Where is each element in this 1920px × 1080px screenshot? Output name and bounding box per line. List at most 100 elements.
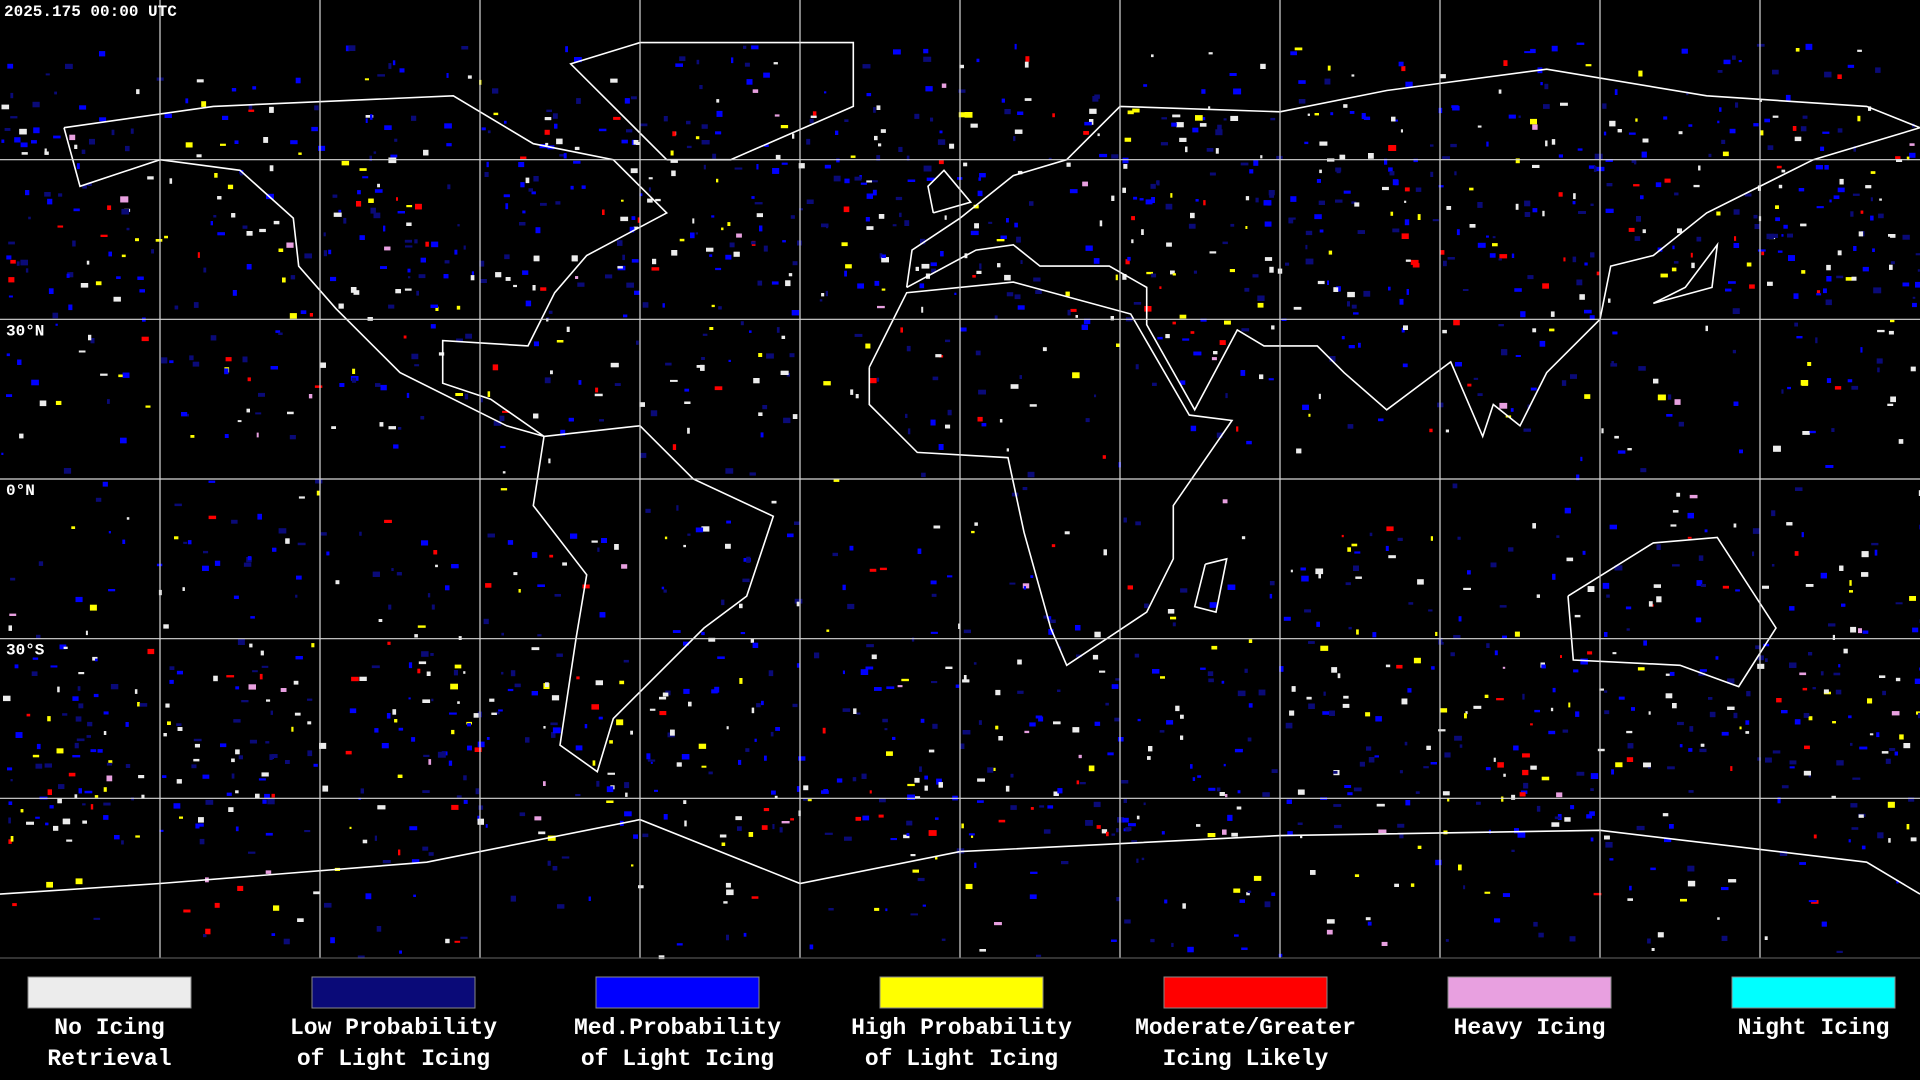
icing-pixel xyxy=(1009,582,1016,585)
icing-pixel xyxy=(58,784,65,789)
icing-pixel xyxy=(35,763,43,769)
icing-pixel xyxy=(100,234,108,237)
icing-pixel xyxy=(1061,861,1069,865)
icing-pixel xyxy=(451,729,455,735)
icing-pixel xyxy=(487,391,491,397)
icing-pixel xyxy=(1156,180,1160,186)
icing-pixel xyxy=(708,771,713,775)
icing-pixel xyxy=(958,623,961,629)
icing-pixel xyxy=(556,340,564,343)
icing-pixel xyxy=(21,152,28,155)
icing-pixel xyxy=(1719,107,1722,112)
icing-pixel xyxy=(94,795,99,798)
icing-pixel xyxy=(1520,311,1526,318)
icing-pixel xyxy=(1084,121,1092,126)
icing-pixel xyxy=(1167,609,1175,614)
icing-pixel xyxy=(960,743,965,749)
icing-pixel xyxy=(1570,374,1577,379)
icing-pixel xyxy=(931,681,938,684)
icing-pixel xyxy=(1170,193,1173,198)
icing-pixel xyxy=(1407,688,1412,693)
icing-pixel xyxy=(1821,921,1827,927)
icing-pixel xyxy=(1687,880,1696,887)
icing-pixel xyxy=(1804,714,1810,717)
icing-pixel xyxy=(1093,801,1101,808)
icing-pixel xyxy=(1568,702,1571,708)
icing-pixel xyxy=(1447,798,1450,802)
icing-pixel xyxy=(775,727,780,731)
icing-pixel xyxy=(1413,158,1418,163)
icing-pixel xyxy=(1136,815,1140,820)
icing-pixel xyxy=(1551,45,1558,52)
icing-pixel xyxy=(357,190,361,195)
icing-pixel xyxy=(187,540,192,545)
icing-pixel xyxy=(231,88,237,92)
icing-pixel xyxy=(809,944,814,950)
icing-pixel xyxy=(771,281,779,285)
icing-pixel xyxy=(1455,362,1462,367)
icing-pixel xyxy=(1858,814,1864,818)
icing-pixel xyxy=(935,856,938,860)
icing-pixel xyxy=(575,745,583,751)
icing-pixel xyxy=(457,224,460,227)
icing-pixel xyxy=(1328,250,1333,255)
icing-pixel xyxy=(1490,562,1497,568)
icing-pixel xyxy=(103,711,109,715)
icing-pixel xyxy=(382,860,391,864)
icing-pixel xyxy=(881,288,886,291)
icing-pixel xyxy=(1454,171,1457,176)
icing-pixel xyxy=(841,242,848,247)
icing-pixel xyxy=(1885,758,1891,764)
icing-pixel xyxy=(1298,80,1306,84)
icing-pixel xyxy=(987,767,994,773)
icing-pixel xyxy=(1510,408,1514,412)
icing-pixel xyxy=(1890,234,1896,238)
icing-pixel xyxy=(775,154,781,160)
icing-pixel xyxy=(203,267,207,273)
icing-pixel xyxy=(930,631,938,634)
icing-pixel xyxy=(1139,198,1144,201)
icing-pixel xyxy=(879,567,887,571)
icing-pixel xyxy=(1551,822,1560,827)
icing-pixel xyxy=(448,760,453,766)
icing-pixel xyxy=(833,479,840,482)
icing-pixel xyxy=(686,145,692,149)
icing-pixel xyxy=(1,104,10,110)
icing-pixel xyxy=(1330,112,1334,116)
icing-pixel xyxy=(1492,236,1496,239)
icing-pixel xyxy=(1628,132,1636,135)
icing-pixel xyxy=(377,183,380,188)
icing-pixel xyxy=(782,240,786,243)
icing-pixel xyxy=(1318,393,1321,400)
icing-pixel xyxy=(1236,426,1239,432)
icing-pixel xyxy=(856,712,861,715)
icing-pixel xyxy=(1696,236,1702,242)
icing-pixel xyxy=(487,130,491,134)
icing-pixel xyxy=(1083,131,1089,135)
icing-pixel xyxy=(266,699,271,702)
icing-pixel xyxy=(844,178,850,184)
icing-pixel xyxy=(1116,828,1119,833)
icing-pixel xyxy=(1132,108,1140,113)
icing-pixel xyxy=(825,290,828,297)
icing-pixel xyxy=(307,698,313,701)
icing-pixel xyxy=(1728,281,1736,284)
icing-pixel xyxy=(1327,280,1329,285)
icing-pixel xyxy=(1611,361,1614,365)
icing-pixel xyxy=(1208,678,1214,683)
icing-pixel xyxy=(176,723,182,726)
icing-pixel xyxy=(4,128,11,131)
icing-pixel xyxy=(701,124,708,129)
icing-pixel xyxy=(1225,393,1228,399)
icing-pixel xyxy=(738,759,742,765)
icing-pixel xyxy=(514,683,521,688)
icing-pixel xyxy=(650,761,653,764)
icing-pixel xyxy=(1241,536,1246,540)
icing-pixel xyxy=(89,138,95,145)
icing-pixel xyxy=(1721,731,1729,736)
icing-pixel xyxy=(26,713,31,717)
icing-pixel xyxy=(687,427,690,434)
icing-pixel xyxy=(68,304,73,311)
icing-pixel xyxy=(374,835,377,841)
icing-pixel xyxy=(1317,280,1325,285)
